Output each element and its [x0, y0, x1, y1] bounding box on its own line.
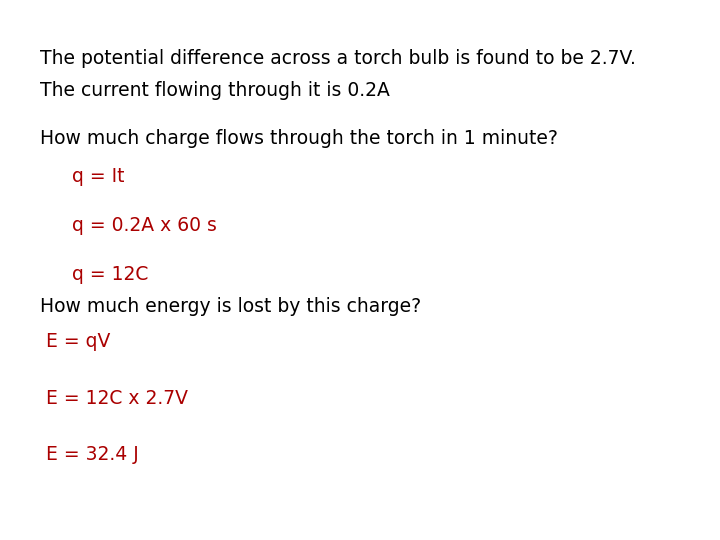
- Text: E = 32.4 J: E = 32.4 J: [40, 446, 138, 464]
- Text: q = 0.2A x 60 s: q = 0.2A x 60 s: [54, 216, 217, 235]
- Text: q = It: q = It: [54, 167, 125, 186]
- Text: How much energy is lost by this charge?: How much energy is lost by this charge?: [40, 297, 420, 316]
- Text: How much charge flows through the torch in 1 minute?: How much charge flows through the torch …: [40, 130, 557, 148]
- Text: q = 12C: q = 12C: [54, 265, 148, 284]
- Text: The current flowing through it is 0.2A: The current flowing through it is 0.2A: [40, 81, 390, 100]
- Text: E = 12C x 2.7V: E = 12C x 2.7V: [40, 389, 188, 408]
- Text: E = qV: E = qV: [40, 332, 110, 351]
- Text: The potential difference across a torch bulb is found to be 2.7V.: The potential difference across a torch …: [40, 49, 636, 68]
